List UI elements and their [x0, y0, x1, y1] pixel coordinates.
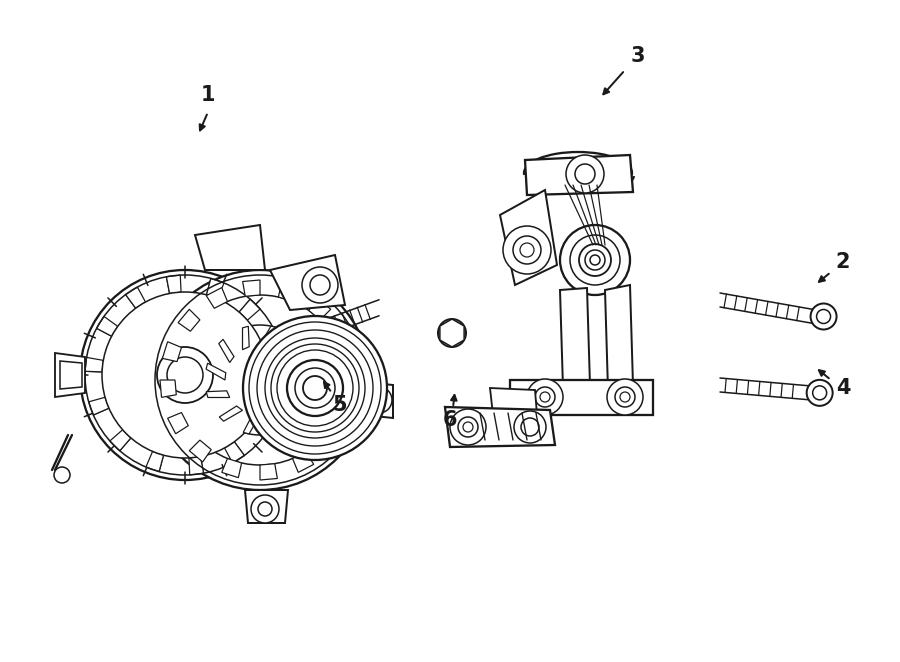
Polygon shape — [206, 287, 228, 308]
Circle shape — [287, 360, 343, 416]
Circle shape — [102, 292, 268, 458]
Polygon shape — [270, 255, 345, 310]
Polygon shape — [365, 382, 393, 418]
Polygon shape — [525, 155, 633, 195]
Polygon shape — [560, 288, 590, 388]
Polygon shape — [260, 326, 276, 346]
Text: 2: 2 — [836, 252, 850, 272]
Circle shape — [175, 295, 345, 465]
Text: 3: 3 — [631, 46, 645, 66]
Polygon shape — [224, 442, 245, 463]
Polygon shape — [160, 380, 176, 397]
Circle shape — [54, 467, 70, 483]
Circle shape — [607, 379, 643, 415]
Polygon shape — [126, 287, 146, 308]
Polygon shape — [445, 407, 555, 447]
Polygon shape — [243, 414, 260, 434]
Circle shape — [811, 303, 837, 330]
Polygon shape — [178, 309, 200, 331]
Polygon shape — [219, 340, 234, 363]
Circle shape — [514, 411, 546, 443]
Circle shape — [566, 155, 604, 193]
Polygon shape — [266, 378, 285, 393]
Polygon shape — [162, 342, 182, 361]
Circle shape — [366, 387, 392, 413]
Circle shape — [150, 270, 370, 490]
Circle shape — [560, 225, 630, 295]
Polygon shape — [110, 430, 130, 451]
Polygon shape — [252, 414, 274, 434]
Polygon shape — [96, 316, 118, 336]
Circle shape — [304, 318, 328, 342]
Circle shape — [80, 270, 290, 480]
Text: 4: 4 — [836, 378, 850, 398]
Polygon shape — [344, 363, 360, 380]
Circle shape — [243, 316, 387, 460]
Polygon shape — [239, 299, 260, 320]
Circle shape — [579, 244, 611, 276]
Polygon shape — [86, 357, 104, 372]
Polygon shape — [605, 285, 633, 390]
Polygon shape — [206, 363, 226, 380]
Polygon shape — [271, 410, 277, 434]
Polygon shape — [55, 353, 85, 397]
Polygon shape — [221, 459, 241, 477]
Polygon shape — [510, 380, 653, 415]
Polygon shape — [243, 280, 260, 297]
Polygon shape — [277, 339, 301, 354]
Polygon shape — [278, 283, 298, 301]
Circle shape — [225, 345, 295, 415]
Polygon shape — [206, 391, 230, 397]
Circle shape — [302, 267, 338, 303]
Polygon shape — [490, 388, 537, 415]
Polygon shape — [332, 326, 353, 348]
Polygon shape — [195, 225, 265, 270]
Polygon shape — [309, 298, 330, 320]
Polygon shape — [146, 451, 164, 471]
Polygon shape — [294, 380, 314, 397]
Polygon shape — [500, 190, 557, 285]
Polygon shape — [260, 463, 277, 480]
Circle shape — [450, 409, 486, 445]
Circle shape — [806, 380, 832, 406]
Polygon shape — [286, 397, 302, 420]
Polygon shape — [261, 335, 282, 353]
Polygon shape — [440, 319, 464, 347]
Circle shape — [527, 379, 563, 415]
Polygon shape — [338, 399, 357, 418]
Polygon shape — [304, 321, 323, 339]
Polygon shape — [60, 361, 82, 389]
Polygon shape — [89, 397, 109, 415]
Circle shape — [438, 319, 466, 347]
Polygon shape — [189, 457, 203, 475]
Polygon shape — [320, 429, 342, 451]
Circle shape — [157, 347, 213, 403]
Polygon shape — [166, 275, 181, 293]
Text: 5: 5 — [333, 395, 347, 415]
Polygon shape — [291, 363, 314, 369]
Circle shape — [205, 325, 315, 435]
Polygon shape — [189, 440, 212, 462]
Text: 6: 6 — [443, 410, 457, 430]
Polygon shape — [167, 412, 188, 434]
Polygon shape — [292, 451, 314, 473]
Polygon shape — [206, 279, 224, 299]
Text: 1: 1 — [201, 85, 215, 105]
Circle shape — [503, 226, 551, 274]
Polygon shape — [245, 490, 288, 523]
Circle shape — [303, 376, 327, 400]
Polygon shape — [242, 326, 249, 350]
Circle shape — [251, 495, 279, 523]
Polygon shape — [220, 406, 242, 421]
